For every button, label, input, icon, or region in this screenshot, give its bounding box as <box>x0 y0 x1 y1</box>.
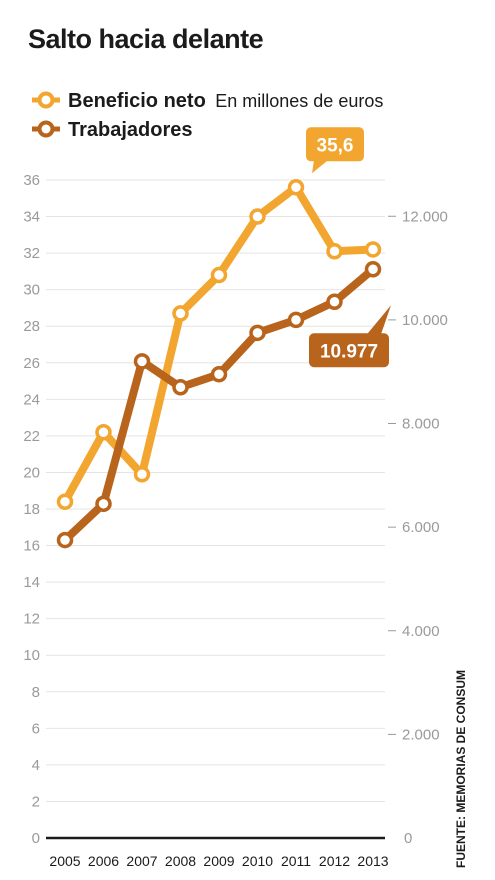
data-point <box>249 208 266 225</box>
right-tick-label: 12.000 <box>402 208 448 225</box>
legend-series-unit-beneficio: En millones de euros <box>215 91 383 111</box>
left-tick-label: 28 <box>23 318 40 335</box>
x-tick-label: 2008 <box>165 853 196 869</box>
data-point <box>287 179 305 196</box>
data-point <box>172 378 189 396</box>
right-tick-label: 4.000 <box>402 623 440 640</box>
left-tick-label: 34 <box>23 209 40 226</box>
data-point <box>133 466 151 483</box>
data-point <box>326 293 343 311</box>
callout-pointer <box>312 160 328 174</box>
axes: 02468101214161820222426283032343602.0004… <box>23 172 448 869</box>
left-tick-label: 2 <box>32 793 40 810</box>
left-tick-label: 32 <box>23 245 40 262</box>
left-tick-label: 14 <box>23 574 40 591</box>
x-tick-label: 2011 <box>281 853 311 869</box>
legend-series-name-beneficio: Beneficio neto <box>68 90 206 112</box>
left-tick-label: 22 <box>23 428 40 445</box>
legend: Beneficio neto En millones de euros Trab… <box>32 90 383 141</box>
right-tick-label: 0 <box>404 830 412 847</box>
data-point <box>364 241 382 258</box>
data-point <box>133 353 151 370</box>
series <box>56 179 382 549</box>
left-tick-label: 16 <box>23 538 40 555</box>
legend-swatch-beneficio <box>32 91 60 109</box>
callout-box <box>306 127 364 162</box>
left-tick-label: 30 <box>23 282 40 299</box>
callout-pointer <box>367 305 391 335</box>
data-point <box>287 311 305 329</box>
data-point <box>210 266 228 284</box>
x-tick-label: 2012 <box>319 853 350 869</box>
left-tick-label: 24 <box>23 391 40 408</box>
callouts: 35,6 10.977 <box>306 127 391 368</box>
data-point <box>249 324 266 342</box>
left-tick-label: 26 <box>23 355 40 372</box>
data-point <box>56 493 74 510</box>
left-tick-label: 10 <box>23 647 40 664</box>
series-line <box>61 265 377 545</box>
left-tick-label: 36 <box>23 172 40 189</box>
data-point <box>56 531 74 549</box>
chart-title: Salto hacia delante <box>28 24 264 54</box>
data-point <box>172 305 189 322</box>
left-tick-label: 0 <box>32 830 40 847</box>
legend-label-trabajadores: Trabajadores <box>68 119 193 141</box>
callout-trabajadores-last: 10.977 <box>309 305 391 368</box>
callout-box <box>309 333 389 368</box>
right-tick-label: 8.000 <box>402 416 440 433</box>
data-point <box>364 261 382 278</box>
left-tick-label: 4 <box>32 757 40 774</box>
series-trabajadores <box>56 261 382 549</box>
x-tick-label: 2010 <box>242 853 273 869</box>
x-tick-label: 2007 <box>126 853 157 869</box>
source-note: FUENTE: MEMORIAS DE CONSUM <box>454 670 468 868</box>
legend-swatch-trabajadores <box>32 120 60 138</box>
x-tick-label: 2013 <box>357 853 388 869</box>
left-tick-label: 12 <box>23 611 40 628</box>
data-point <box>210 366 228 383</box>
x-tick-label: 2009 <box>203 853 234 869</box>
data-point <box>95 423 112 441</box>
right-tick-label: 6.000 <box>402 519 440 536</box>
left-tick-label: 20 <box>23 464 40 481</box>
x-tick-label: 2006 <box>88 853 119 869</box>
x-tick-label: 2005 <box>49 853 80 869</box>
right-tick-label: 10.000 <box>402 312 448 329</box>
callout-label: 10.977 <box>320 341 378 362</box>
callout-label: 35,6 <box>317 135 354 156</box>
left-tick-label: 8 <box>32 684 40 701</box>
callout-beneficio-peak: 35,6 <box>306 127 364 174</box>
data-point <box>326 243 343 260</box>
data-point <box>95 495 112 513</box>
left-tick-label: 6 <box>32 720 40 737</box>
left-tick-label: 18 <box>23 501 40 518</box>
legend-label-beneficio: Beneficio neto En millones de euros <box>68 90 383 112</box>
right-tick-label: 2.000 <box>402 726 440 743</box>
